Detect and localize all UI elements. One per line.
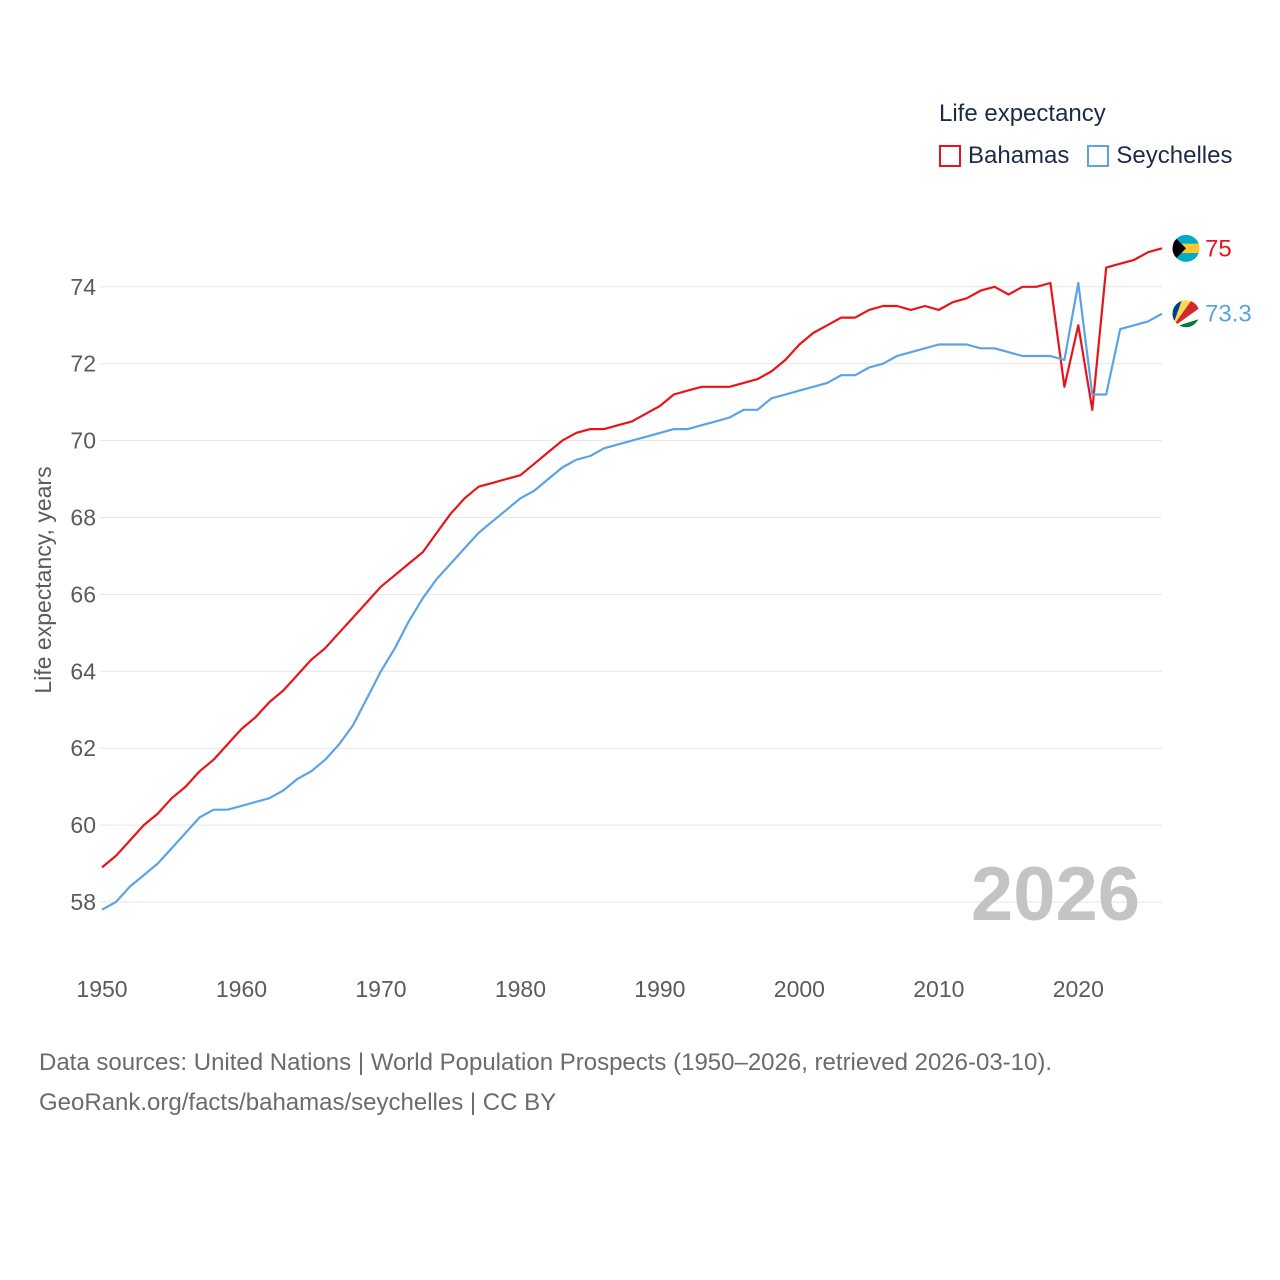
source-note: Data sources: United Nations | World Pop… — [39, 1043, 1052, 1123]
x-axis-ticks: 1950 1960 1970 1980 1990 2000 2010 2020 — [76, 976, 1103, 1002]
x-tick-label: 2000 — [774, 976, 825, 1002]
y-tick-label: 62 — [70, 735, 96, 761]
x-tick-label: 1980 — [495, 976, 546, 1002]
y-tick-label: 66 — [70, 581, 96, 607]
legend-swatch-bahamas — [939, 145, 961, 167]
series-end-markers: 75 73.3 — [1171, 233, 1252, 329]
series-line-bahamas[interactable] — [101, 247, 1163, 869]
legend-title: Life expectancy — [939, 100, 1106, 127]
y-tick-label: 60 — [70, 812, 96, 838]
y-axis-ticks: 58 60 62 64 66 68 70 72 74 — [70, 274, 96, 915]
x-tick-label: 1990 — [634, 976, 685, 1002]
end-value-label-seychelles: 73.3 — [1205, 301, 1252, 328]
x-tick-label: 2010 — [913, 976, 964, 1002]
legend-label-bahamas: Bahamas — [968, 142, 1070, 169]
x-tick-label: 1950 — [76, 976, 127, 1002]
source-line-2[interactable]: GeoRank.org/facts/bahamas/seychelles | C… — [39, 1089, 557, 1116]
y-tick-label: 70 — [70, 428, 96, 454]
x-tick-label: 1960 — [216, 976, 267, 1002]
y-tick-label: 74 — [70, 274, 96, 300]
x-tick-label: 1970 — [355, 976, 406, 1002]
source-line-1: Data sources: United Nations | World Pop… — [39, 1049, 1053, 1076]
end-value-label-bahamas: 75 — [1205, 235, 1232, 262]
legend-item-bahamas[interactable]: Bahamas — [939, 142, 1069, 170]
flag-seychelles-icon — [1171, 299, 1201, 329]
y-tick-label: 68 — [70, 505, 96, 531]
y-tick-label: 72 — [70, 351, 96, 377]
legend: Bahamas Seychelles — [939, 142, 1250, 170]
year-watermark: 2026 — [971, 852, 1140, 937]
grid-lines — [100, 286, 1162, 903]
x-tick-label: 2020 — [1053, 976, 1104, 1002]
y-axis-label: Life expectancy, years — [30, 466, 56, 693]
legend-item-seychelles[interactable]: Seychelles — [1087, 142, 1232, 170]
flag-bahamas-icon — [1171, 233, 1201, 263]
series-line-seychelles[interactable] — [101, 281, 1163, 911]
y-tick-label: 58 — [70, 889, 96, 915]
legend-label-seychelles: Seychelles — [1116, 142, 1233, 169]
series-lines — [101, 247, 1163, 911]
y-tick-label: 64 — [70, 658, 96, 684]
legend-swatch-seychelles — [1087, 145, 1110, 167]
